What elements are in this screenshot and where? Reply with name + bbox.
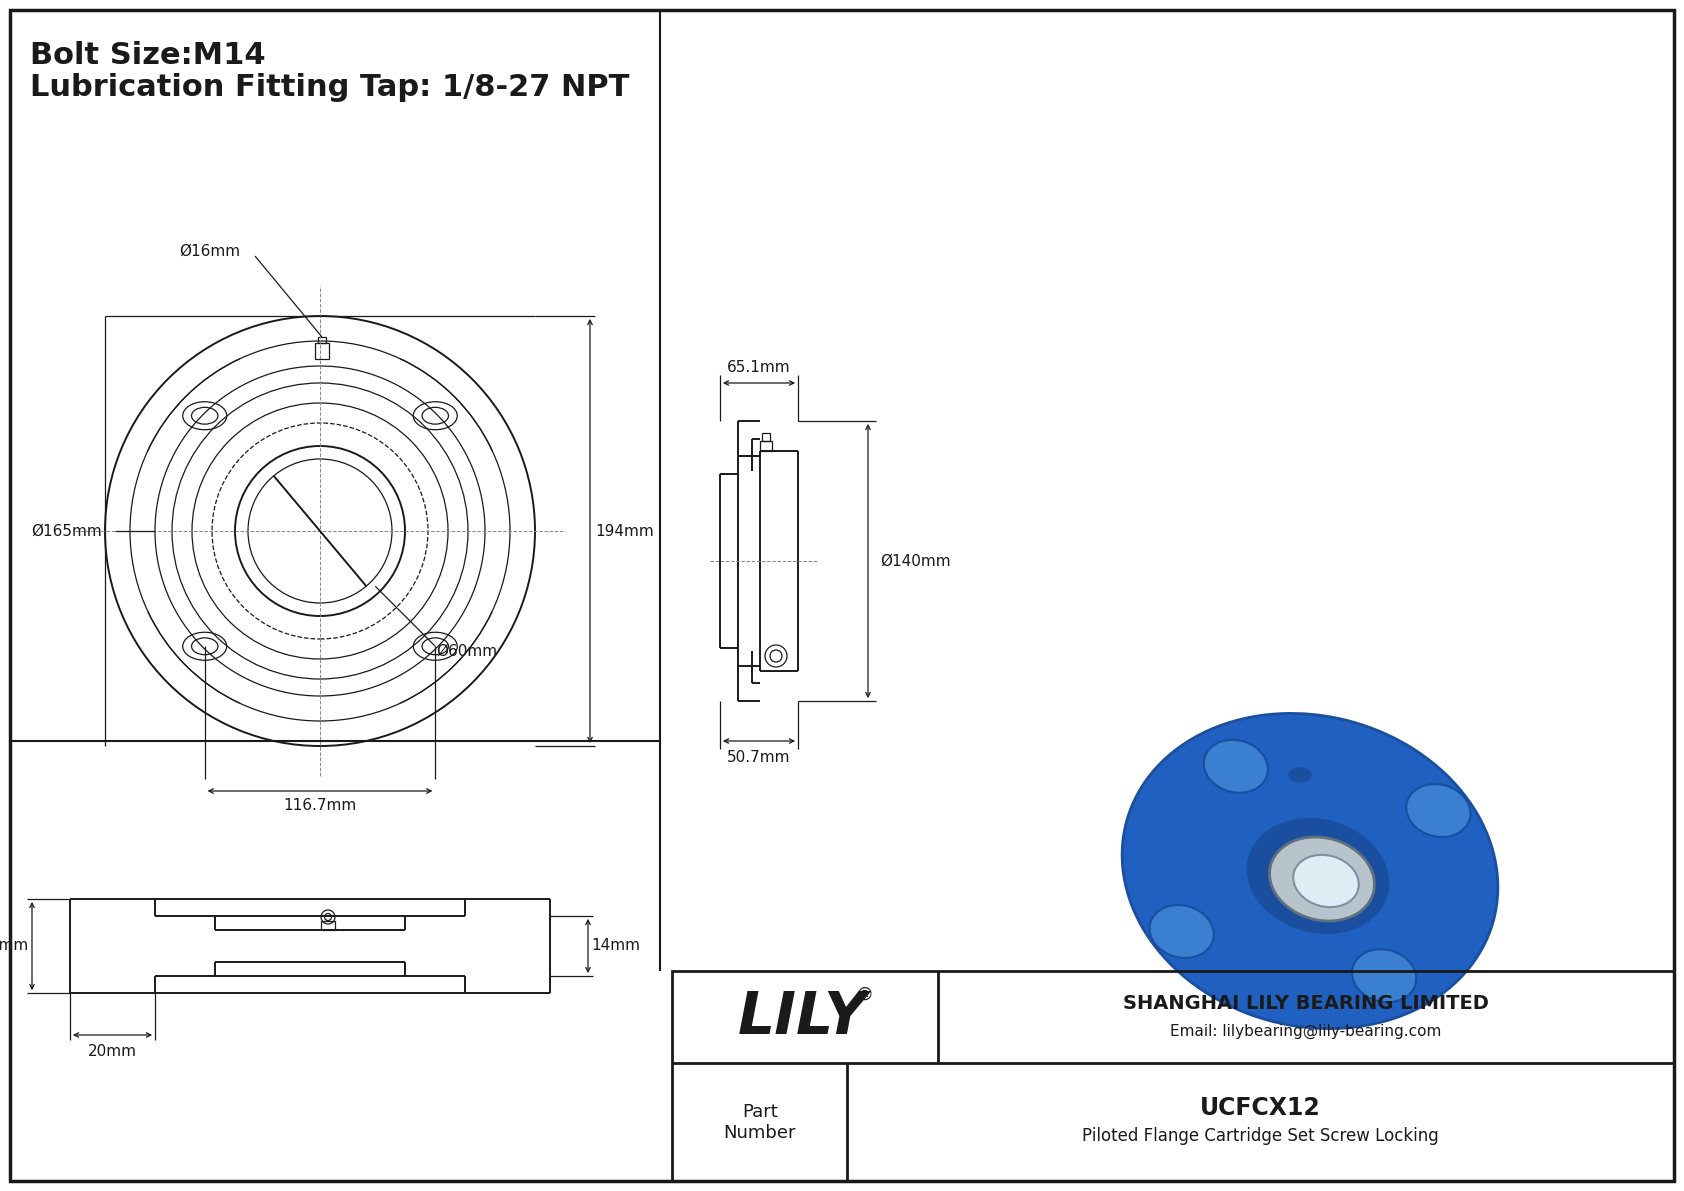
Text: 14mm: 14mm [591,939,640,954]
Ellipse shape [1352,949,1416,1002]
Text: Ø16mm: Ø16mm [180,243,241,258]
Text: 20mm: 20mm [88,1043,136,1059]
Text: Ø165mm: Ø165mm [32,524,103,538]
Ellipse shape [1288,768,1312,782]
Text: 116.7mm: 116.7mm [283,798,357,812]
Bar [315,343,328,358]
Ellipse shape [1406,784,1470,837]
Text: Lubrication Fitting Tap: 1/8-27 NPT: Lubrication Fitting Tap: 1/8-27 NPT [30,73,630,102]
Bar [318,337,327,343]
Text: 65.1mm: 65.1mm [727,360,791,374]
Ellipse shape [1248,819,1388,933]
Bar [759,441,771,451]
Text: LILY: LILY [738,989,867,1046]
Text: Ø60mm: Ø60mm [436,644,498,659]
Text: 194mm: 194mm [596,524,655,538]
Text: Ø140mm: Ø140mm [881,554,951,568]
Ellipse shape [1150,905,1214,958]
Ellipse shape [1122,713,1497,1029]
Bar [672,971,1674,1181]
Text: ®: ® [855,986,874,1004]
Text: Bolt Size:M14: Bolt Size:M14 [30,40,266,70]
Bar [761,434,770,441]
Ellipse shape [1293,855,1359,908]
Bar [322,921,335,930]
Ellipse shape [1204,740,1268,793]
Text: SHANGHAI LILY BEARING LIMITED: SHANGHAI LILY BEARING LIMITED [1123,993,1489,1012]
Text: Piloted Flange Cartridge Set Screw Locking: Piloted Flange Cartridge Set Screw Locki… [1083,1127,1440,1146]
Ellipse shape [1270,837,1374,921]
Text: UCFCX12: UCFCX12 [1201,1096,1320,1121]
Text: 33mm: 33mm [0,939,29,954]
Text: Email: lilybearing@lily-bearing.com: Email: lilybearing@lily-bearing.com [1170,1023,1442,1039]
Text: Part
Number: Part Number [724,1103,797,1142]
Text: 50.7mm: 50.7mm [727,749,791,765]
